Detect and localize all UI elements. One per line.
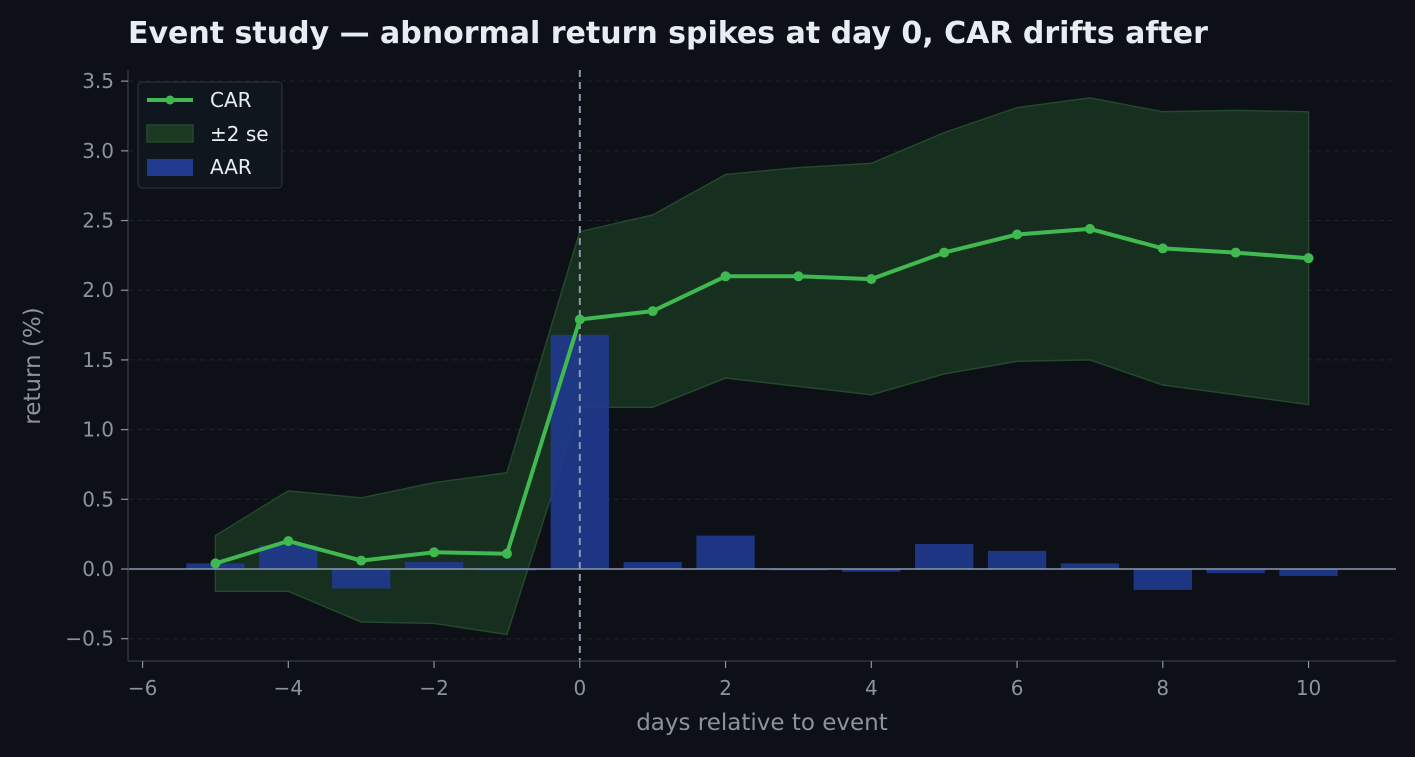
car-point-2 — [356, 555, 367, 566]
legend-band-swatch — [146, 124, 194, 143]
y-axis-label: return (%) — [20, 307, 46, 424]
y-tick-label-6: 2.5 — [82, 209, 114, 233]
y-tick-label-4: 1.5 — [82, 348, 114, 372]
car-line-layer — [210, 223, 1314, 569]
car-point-6 — [647, 306, 658, 317]
x-tick-label-4: 2 — [719, 676, 732, 700]
y-axis-ticks: −0.5 0.0 0.5 1.0 1.5 2.0 2.5 3.0 3.5 — [65, 69, 128, 651]
y-tick-label-1: 0.0 — [82, 557, 114, 581]
legend-band-label: ±2 se — [210, 122, 269, 146]
y-tick-label-3: 1.0 — [82, 418, 114, 442]
x-tick-label-0: −6 — [128, 676, 157, 700]
legend-aar-swatch — [147, 159, 193, 176]
aar-bar-12 — [1060, 563, 1120, 570]
x-tick-label-2: −2 — [419, 676, 448, 700]
car-point-0 — [210, 558, 221, 569]
aar-bar-5 — [550, 334, 609, 570]
aar-bar-9 — [842, 569, 901, 572]
car-point-4 — [501, 548, 512, 559]
aar-bar-13 — [1133, 569, 1192, 590]
legend-car-label: CAR — [210, 88, 252, 112]
x-axis-ticks: −6 −4 −2 0 2 4 6 8 10 — [128, 661, 1321, 700]
x-axis-label: days relative to event — [636, 710, 888, 736]
aar-bar-11 — [987, 550, 1047, 570]
x-tick-label-5: 4 — [865, 676, 878, 700]
chart-title: Event study — abnormal return spikes at … — [128, 16, 1208, 51]
x-tick-label-8: 10 — [1296, 676, 1321, 700]
aar-bar-14 — [1206, 569, 1265, 574]
car-point-12 — [1084, 223, 1095, 234]
x-tick-label-7: 8 — [1156, 676, 1169, 700]
y-tick-label-5: 2.0 — [82, 278, 114, 302]
car-point-8 — [793, 271, 804, 282]
car-point-15 — [1303, 253, 1314, 264]
y-tick-label-0: −0.5 — [65, 627, 114, 651]
car-point-3 — [429, 547, 440, 558]
y-tick-label-7: 3.0 — [82, 139, 114, 163]
aar-bar-1 — [259, 545, 318, 570]
aar-bar-7 — [696, 535, 755, 570]
aar-bar-10 — [915, 543, 974, 570]
car-point-11 — [1012, 229, 1023, 240]
x-tick-label-1: −4 — [274, 676, 303, 700]
car-point-5 — [574, 314, 585, 325]
car-point-13 — [1157, 243, 1168, 254]
legend: CAR ±2 se AAR — [137, 81, 283, 189]
car-point-10 — [939, 247, 950, 258]
aar-bar-3 — [404, 562, 464, 570]
y-tick-label-8: 3.5 — [82, 69, 114, 93]
car-point-14 — [1230, 247, 1241, 258]
aar-bar-15 — [1279, 569, 1338, 576]
car-point-1 — [283, 536, 294, 547]
car-point-7 — [720, 271, 731, 282]
x-tick-label-6: 6 — [1011, 676, 1024, 700]
car-point-9 — [866, 274, 877, 285]
legend-car-marker — [165, 95, 175, 105]
axes — [127, 70, 1396, 662]
y-tick-label-2: 0.5 — [82, 487, 114, 511]
legend-aar-label: AAR — [210, 155, 252, 179]
aar-bar-2 — [332, 569, 391, 589]
car-line — [214, 226, 1309, 566]
aar-bar-6 — [623, 562, 682, 570]
x-tick-label-3: 0 — [573, 676, 586, 700]
